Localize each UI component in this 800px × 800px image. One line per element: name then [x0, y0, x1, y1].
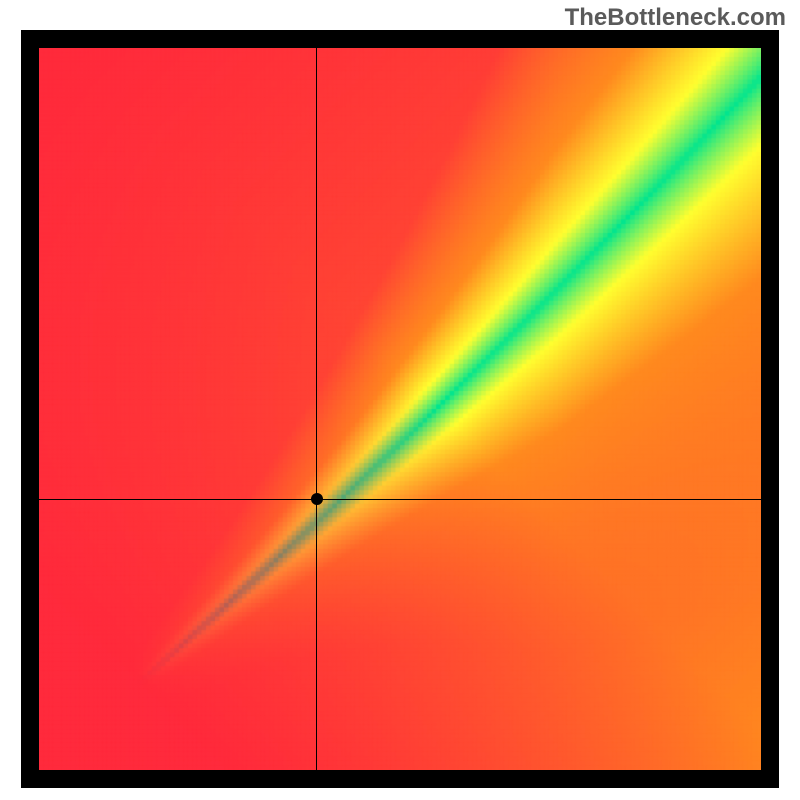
watermark-text: TheBottleneck.com: [565, 4, 786, 32]
crosshair-vertical: [316, 48, 317, 770]
plot-outer-frame: [21, 30, 779, 788]
crosshair-horizontal: [39, 499, 761, 500]
bottleneck-heatmap: [39, 48, 761, 770]
